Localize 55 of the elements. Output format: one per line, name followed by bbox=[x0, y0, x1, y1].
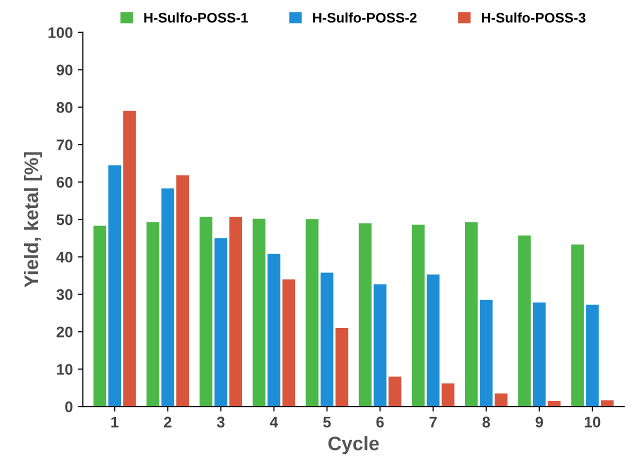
y-tick-label: 10 bbox=[57, 364, 72, 375]
y-tick-label: 60 bbox=[56, 176, 72, 188]
bar bbox=[442, 383, 454, 407]
bar bbox=[335, 328, 348, 407]
bar bbox=[388, 376, 402, 407]
x-tick-label: 9 bbox=[536, 416, 544, 428]
y-tick-label: 90 bbox=[56, 64, 72, 76]
bar bbox=[229, 216, 242, 407]
bar bbox=[465, 222, 478, 407]
bar bbox=[480, 300, 493, 407]
x-axis-title: Cycle bbox=[328, 436, 379, 454]
x-tick-label: 3 bbox=[216, 416, 225, 428]
bar bbox=[108, 165, 122, 407]
y-tick-label: 0 bbox=[65, 401, 72, 412]
bar bbox=[600, 400, 614, 407]
bar bbox=[571, 244, 584, 407]
y-tick-label: 70 bbox=[56, 139, 72, 150]
bar bbox=[268, 254, 280, 407]
legend-label: H-Sulfo-POSS-3 bbox=[482, 12, 586, 23]
x-tick-label: 8 bbox=[482, 416, 490, 428]
bar bbox=[586, 304, 599, 407]
bar bbox=[123, 110, 136, 407]
bar bbox=[358, 223, 372, 407]
bar bbox=[532, 302, 546, 407]
x-tick-label: 5 bbox=[323, 416, 331, 428]
y-tick-label: 20 bbox=[56, 326, 72, 338]
legend-label: H-Sulfo-POSS-2 bbox=[313, 12, 417, 23]
y-axis-title: Yield, ketal [%] bbox=[24, 152, 42, 288]
x-tick-label: 4 bbox=[270, 416, 278, 428]
bar bbox=[161, 188, 174, 407]
bar bbox=[374, 284, 386, 407]
y-tick-label: 30 bbox=[56, 289, 72, 300]
legend-label: H-Sulfo-POSS-1 bbox=[144, 12, 248, 23]
x-tick-label: 7 bbox=[430, 416, 437, 428]
y-tick-label: 40 bbox=[56, 252, 72, 263]
bar bbox=[200, 216, 212, 407]
bar bbox=[412, 224, 425, 407]
x-tick-label: 2 bbox=[164, 416, 172, 428]
y-tick-label: 50 bbox=[56, 214, 72, 226]
bar bbox=[426, 274, 440, 407]
bar bbox=[306, 219, 318, 407]
y-tick-label: 80 bbox=[56, 102, 72, 113]
bar bbox=[320, 272, 334, 407]
bar bbox=[252, 218, 266, 407]
bar bbox=[518, 236, 531, 407]
bar bbox=[146, 222, 160, 407]
x-tick-label: 1 bbox=[111, 416, 118, 428]
y-tick-label: 100 bbox=[48, 27, 72, 38]
bar bbox=[494, 393, 508, 407]
x-tick-label: 6 bbox=[376, 416, 384, 428]
x-tick-label: 10 bbox=[584, 416, 600, 428]
bar bbox=[93, 226, 106, 407]
bar bbox=[282, 279, 296, 407]
bar bbox=[176, 175, 189, 407]
bar bbox=[214, 238, 228, 407]
